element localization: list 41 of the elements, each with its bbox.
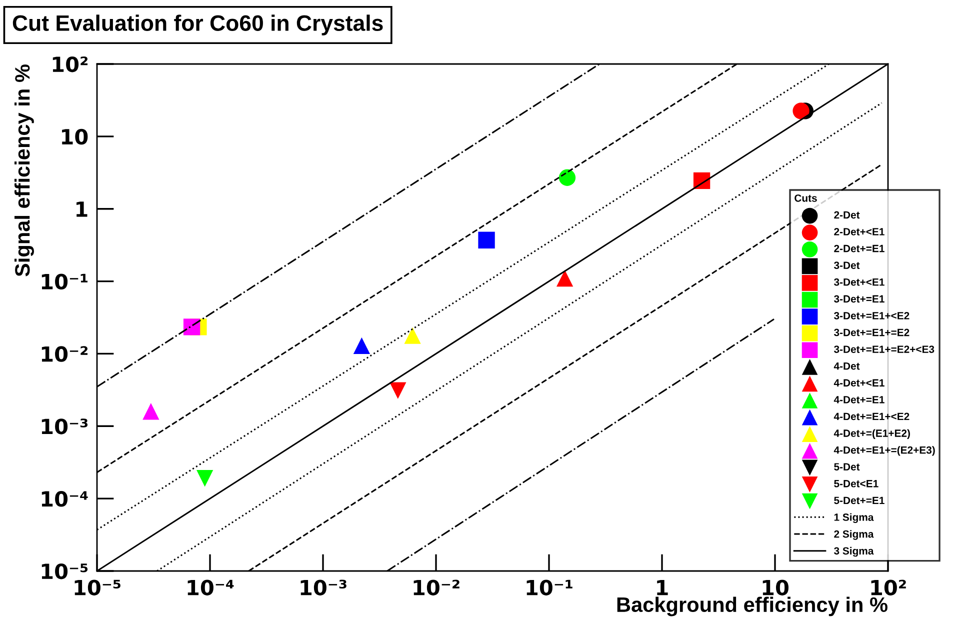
x-axis-title: Background efficiency in %	[617, 596, 888, 616]
x-tick-label: 10²	[871, 580, 906, 596]
legend-label: 5-Det+=E1	[834, 496, 884, 504]
legend-label: 2-Det	[834, 211, 860, 219]
legend-label: 3 Sigma	[834, 546, 874, 557]
legend-label: 4-Det+=E1+<E2	[834, 412, 910, 420]
legend-label: 5-Det	[834, 463, 860, 471]
y-tick-label: 10⁻⁵	[42, 563, 88, 580]
legend-label: 2 Sigma	[834, 530, 874, 540]
y-tick-label: 10²	[52, 56, 88, 72]
legend-label: 2-Det+=E1	[834, 244, 884, 252]
legend-label: 3-Det+=E1+<E2	[834, 312, 910, 320]
y-tick-label: 10⁻³	[42, 418, 88, 434]
legend-label: 3-Det	[834, 262, 860, 270]
legend-label: 4-Det+=E1+=(E2+E3)	[834, 446, 935, 456]
legend-title: Cuts	[794, 194, 817, 202]
y-axis-title: Signal efficiency in %	[14, 64, 34, 276]
y-tick-label: 10⁻¹	[42, 274, 88, 290]
x-tick-label: 10⁻²	[414, 580, 460, 596]
chart-title: Cut Evaluation for Co60 in Crystals	[12, 14, 383, 36]
x-tick-label: 10⁻⁴	[188, 580, 234, 596]
legend-label: 4-Det	[834, 362, 860, 370]
y-tick-label: 10	[62, 128, 88, 145]
legend-label: 1 Sigma	[834, 513, 874, 523]
legend-label: 4-Det+=E1	[834, 396, 884, 404]
legend-label: 4-Det+<E1	[834, 379, 884, 387]
x-tick-label: 10⁻³	[300, 580, 346, 596]
y-tick-label: 10⁻²	[42, 346, 88, 362]
x-tick-label: 10⁻⁵	[74, 580, 120, 596]
legend-label: 3-Det+<E1	[834, 278, 884, 286]
legend-label: 3-Det+=E1+=E2	[834, 328, 910, 336]
x-tick-label: 10⁻¹	[526, 580, 572, 596]
legend-label: 3-Det+=E1+=E2+<E3	[834, 346, 934, 353]
y-tick-label: 10⁻⁴	[42, 491, 88, 507]
legend-label: 2-Det+<E1	[834, 228, 884, 236]
x-tick-label: 1	[657, 580, 668, 596]
y-tick-label: 1	[76, 202, 88, 217]
legend-label: 5-Det<E1	[834, 480, 878, 488]
legend-label: 3-Det+=E1	[834, 295, 884, 303]
legend-label: 4-Det+=(E1+E2)	[834, 429, 910, 439]
x-tick-label: 10	[762, 580, 788, 596]
